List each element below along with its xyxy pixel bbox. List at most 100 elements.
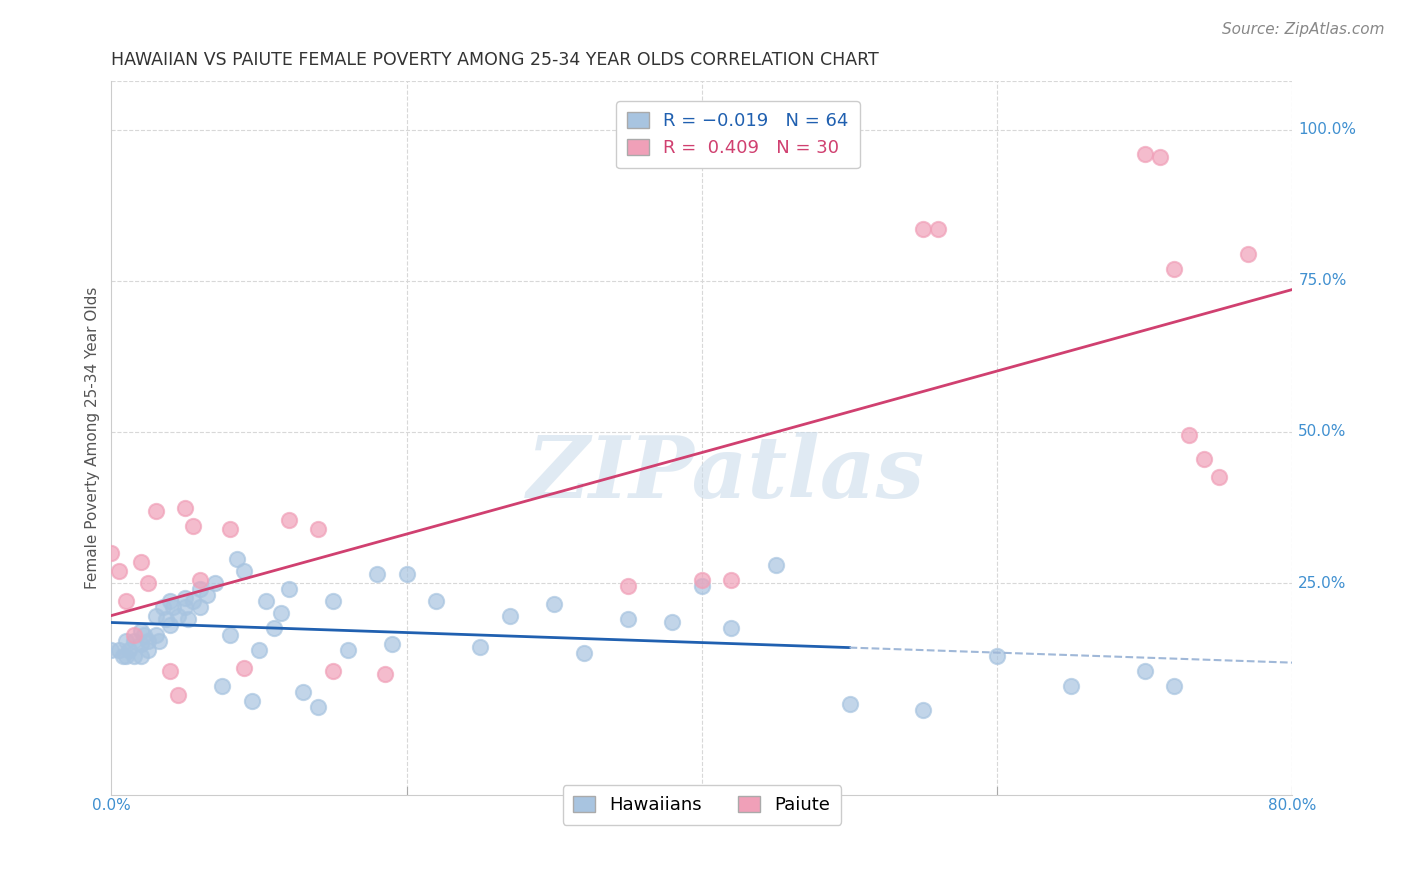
Point — [129, 555, 152, 569]
Point — [225, 552, 247, 566]
Point — [100, 642, 122, 657]
Point — [1060, 679, 1083, 693]
Point — [145, 609, 167, 624]
Y-axis label: Female Poverty Among 25-34 Year Olds: Female Poverty Among 25-34 Year Olds — [86, 287, 100, 590]
Point — [174, 600, 197, 615]
Point — [912, 222, 935, 236]
Point — [1208, 470, 1230, 484]
Point — [188, 573, 211, 587]
Point — [1149, 150, 1171, 164]
Point — [1133, 664, 1156, 678]
Point — [543, 597, 565, 611]
Point — [159, 594, 181, 608]
Legend: Hawaiians, Paiute: Hawaiians, Paiute — [562, 785, 841, 825]
Point — [188, 600, 211, 615]
Point — [174, 500, 197, 515]
Point — [912, 703, 935, 717]
Point — [136, 642, 159, 657]
Point — [218, 522, 240, 536]
Point — [1133, 147, 1156, 161]
Text: 80.0%: 80.0% — [1268, 797, 1316, 813]
Point — [107, 564, 129, 578]
Point — [247, 642, 270, 657]
Point — [1192, 452, 1215, 467]
Point — [233, 661, 256, 675]
Point — [617, 579, 640, 593]
Point — [145, 503, 167, 517]
Point — [107, 642, 129, 657]
Point — [136, 576, 159, 591]
Point — [118, 642, 141, 657]
Point — [129, 648, 152, 663]
Point — [617, 612, 640, 626]
Point — [254, 594, 277, 608]
Point — [181, 594, 204, 608]
Point — [470, 640, 492, 654]
Text: HAWAIIAN VS PAIUTE FEMALE POVERTY AMONG 25-34 YEAR OLDS CORRELATION CHART: HAWAIIAN VS PAIUTE FEMALE POVERTY AMONG … — [111, 51, 879, 69]
Point — [277, 582, 299, 597]
Point — [166, 609, 188, 624]
Point — [233, 564, 256, 578]
Point — [322, 664, 344, 678]
Point — [218, 627, 240, 641]
Text: 0.0%: 0.0% — [91, 797, 131, 813]
Point — [159, 664, 181, 678]
Point — [240, 694, 263, 708]
Point — [277, 513, 299, 527]
Point — [1237, 246, 1260, 260]
Text: 25.0%: 25.0% — [1298, 575, 1347, 591]
Point — [148, 633, 170, 648]
Point — [115, 594, 138, 608]
Point — [720, 622, 742, 636]
Point — [136, 633, 159, 648]
Point — [1163, 261, 1185, 276]
Point — [159, 618, 181, 632]
Point — [373, 666, 395, 681]
Point — [395, 567, 418, 582]
Point — [122, 627, 145, 641]
Point — [927, 222, 949, 236]
Point — [336, 642, 359, 657]
Point — [166, 688, 188, 702]
Point — [572, 646, 595, 660]
Text: 50.0%: 50.0% — [1298, 425, 1347, 440]
Point — [155, 612, 177, 626]
Point — [381, 637, 404, 651]
Point — [162, 600, 184, 615]
Point — [1178, 428, 1201, 442]
Point — [181, 518, 204, 533]
Point — [322, 594, 344, 608]
Point — [986, 648, 1008, 663]
Point — [100, 546, 122, 560]
Point — [366, 567, 388, 582]
Point — [174, 591, 197, 606]
Point — [122, 633, 145, 648]
Point — [152, 600, 174, 615]
Point — [112, 648, 135, 663]
Point — [195, 588, 218, 602]
Point — [204, 576, 226, 591]
Point — [307, 700, 329, 714]
Point — [690, 579, 713, 593]
Text: Source: ZipAtlas.com: Source: ZipAtlas.com — [1222, 22, 1385, 37]
Point — [661, 615, 683, 630]
Point — [129, 624, 152, 639]
Point — [132, 627, 155, 641]
Point — [177, 612, 200, 626]
Text: 100.0%: 100.0% — [1298, 122, 1357, 137]
Point — [1163, 679, 1185, 693]
Point — [211, 679, 233, 693]
Point — [838, 697, 860, 711]
Point — [129, 637, 152, 651]
Point — [145, 627, 167, 641]
Point — [307, 522, 329, 536]
Text: ZIPatlas: ZIPatlas — [526, 432, 925, 516]
Point — [425, 594, 447, 608]
Point — [765, 558, 787, 572]
Point — [115, 633, 138, 648]
Point — [690, 573, 713, 587]
Point — [188, 582, 211, 597]
Text: 75.0%: 75.0% — [1298, 273, 1347, 288]
Point — [720, 573, 742, 587]
Point — [499, 609, 522, 624]
